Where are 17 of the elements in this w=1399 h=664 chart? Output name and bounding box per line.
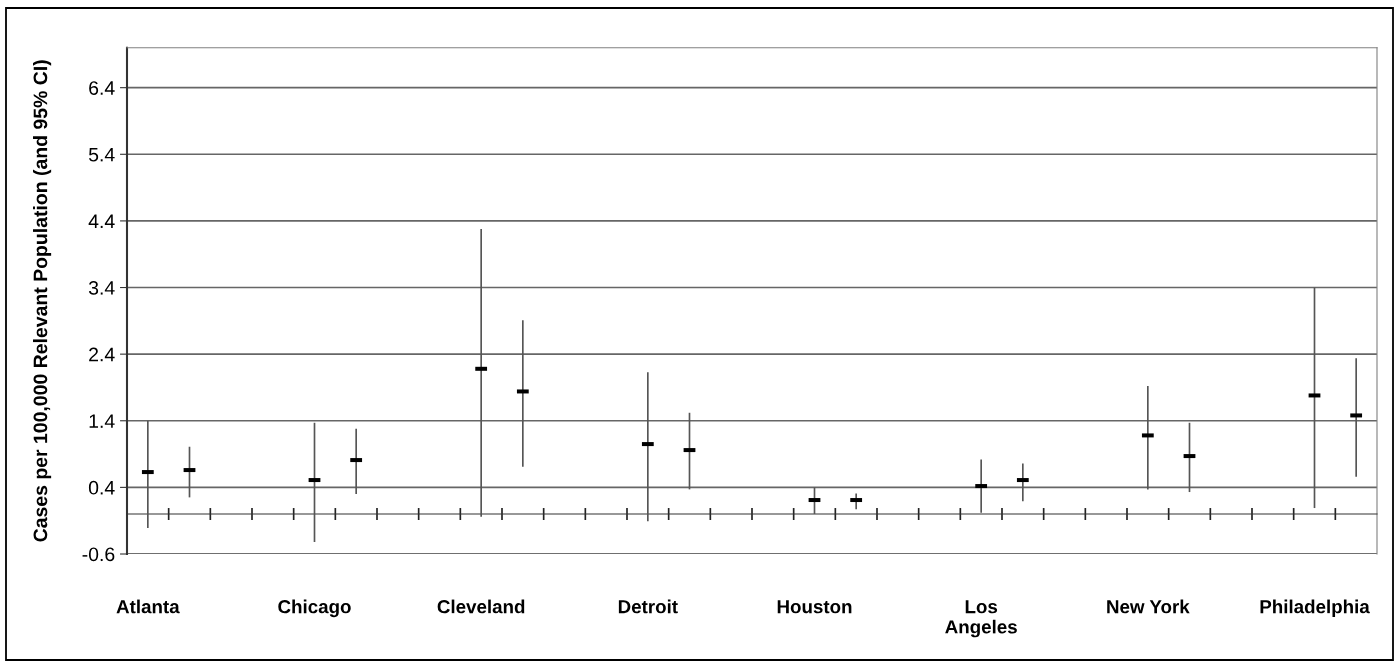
y-tick-label: 5.4 <box>88 147 115 162</box>
x-tick-label: Detroit <box>618 599 678 614</box>
y-tick-label: 4.4 <box>88 214 115 228</box>
x-tick-label: Atlanta <box>116 599 180 614</box>
x-tick-label: Philadelphia <box>1260 599 1370 618</box>
y-tick-label: -0.6 <box>82 547 115 562</box>
y-tick-label: 3.4 <box>88 280 115 295</box>
x-tick-label: Houston <box>777 600 852 614</box>
y-tick-label: 6.4 <box>89 81 115 95</box>
y-tick-label: 2.4 <box>89 347 115 362</box>
y-axis-title: Cases per 100,000 Relevant Population (and 95% CI) <box>33 60 52 542</box>
y-tick-label: 1.4 <box>89 414 115 428</box>
x-tick-label: New York <box>1107 599 1190 614</box>
y-tick-label: 0.4 <box>88 480 115 495</box>
x-tick-label: Los Angeles <box>945 600 1017 638</box>
x-tick-label: Cleveland <box>437 599 525 614</box>
x-tick-label: Chicago <box>278 599 351 618</box>
